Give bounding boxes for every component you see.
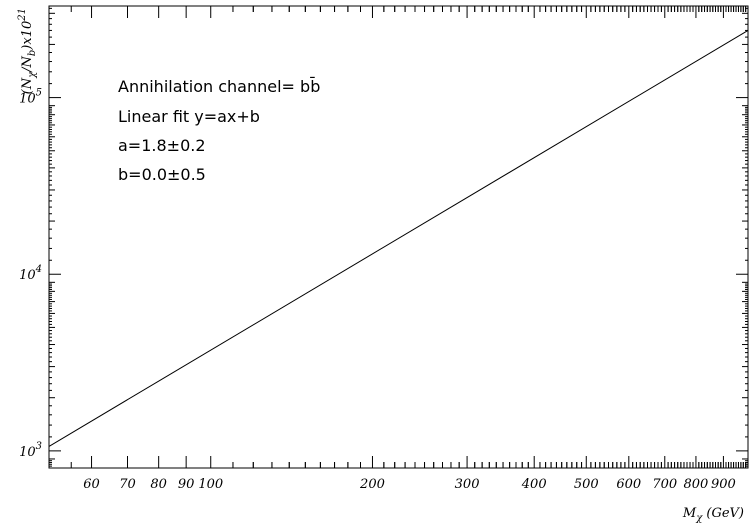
x-tick-label: 70 <box>119 477 136 492</box>
x-tick-label: 800 <box>684 477 709 492</box>
x-axis-label: Mχ (GeV) <box>682 506 744 523</box>
x-tick-label: 300 <box>455 477 480 492</box>
y-tick-label: 105 <box>19 88 42 107</box>
y-axis-label-sub2: b <box>27 50 38 56</box>
x-tick-label: 700 <box>652 477 677 492</box>
y-axis-label-open: (N <box>20 77 35 94</box>
annotation-line: a=1.8±0.2 <box>118 136 206 155</box>
x-tick-label: 900 <box>711 477 736 492</box>
x-axis-label-base: M <box>682 506 697 521</box>
x-axis-label-sub: χ <box>695 513 703 523</box>
x-tick-label: 60 <box>83 477 100 492</box>
x-tick-label: 400 <box>521 477 547 492</box>
y-axis-label-close: )x10 <box>20 21 35 51</box>
x-tick-label: 500 <box>574 477 599 492</box>
y-axis-label: (Nχ/Nb)x1021 <box>17 8 38 94</box>
plot-frame <box>48 5 749 469</box>
y-tick-label: 103 <box>19 441 42 460</box>
annotation-box: Annihilation channel= bb̄ Linear fit y=a… <box>118 77 320 184</box>
y-axis-label-sub1: χ <box>27 71 38 79</box>
y-tick-label: 104 <box>19 264 42 283</box>
y-tick-labels: 103 104 105 <box>19 88 42 460</box>
series-line <box>48 29 749 447</box>
series-group <box>48 29 749 447</box>
x-axis-label-suffix: (GeV) <box>702 506 744 521</box>
annotation-line: b=0.0±0.5 <box>118 165 206 184</box>
y-axis-label-sup: 21 <box>17 8 28 22</box>
annotation-line: Annihilation channel= bb̄ <box>118 77 320 96</box>
x-tick-labels: 60 70 80 90 100 200 300 400 500 600 700 800 900 <box>83 477 736 492</box>
y-axis-label-mid: /N <box>20 55 35 73</box>
x-tick-label: 80 <box>150 477 167 492</box>
annotation-line: Linear fit y=ax+b <box>118 107 260 126</box>
axis-ticks <box>48 6 749 469</box>
x-tick-label: 100 <box>198 477 223 492</box>
x-tick-label: 600 <box>616 477 641 492</box>
x-tick-label: 90 <box>178 477 195 492</box>
x-tick-label: 200 <box>359 477 385 492</box>
